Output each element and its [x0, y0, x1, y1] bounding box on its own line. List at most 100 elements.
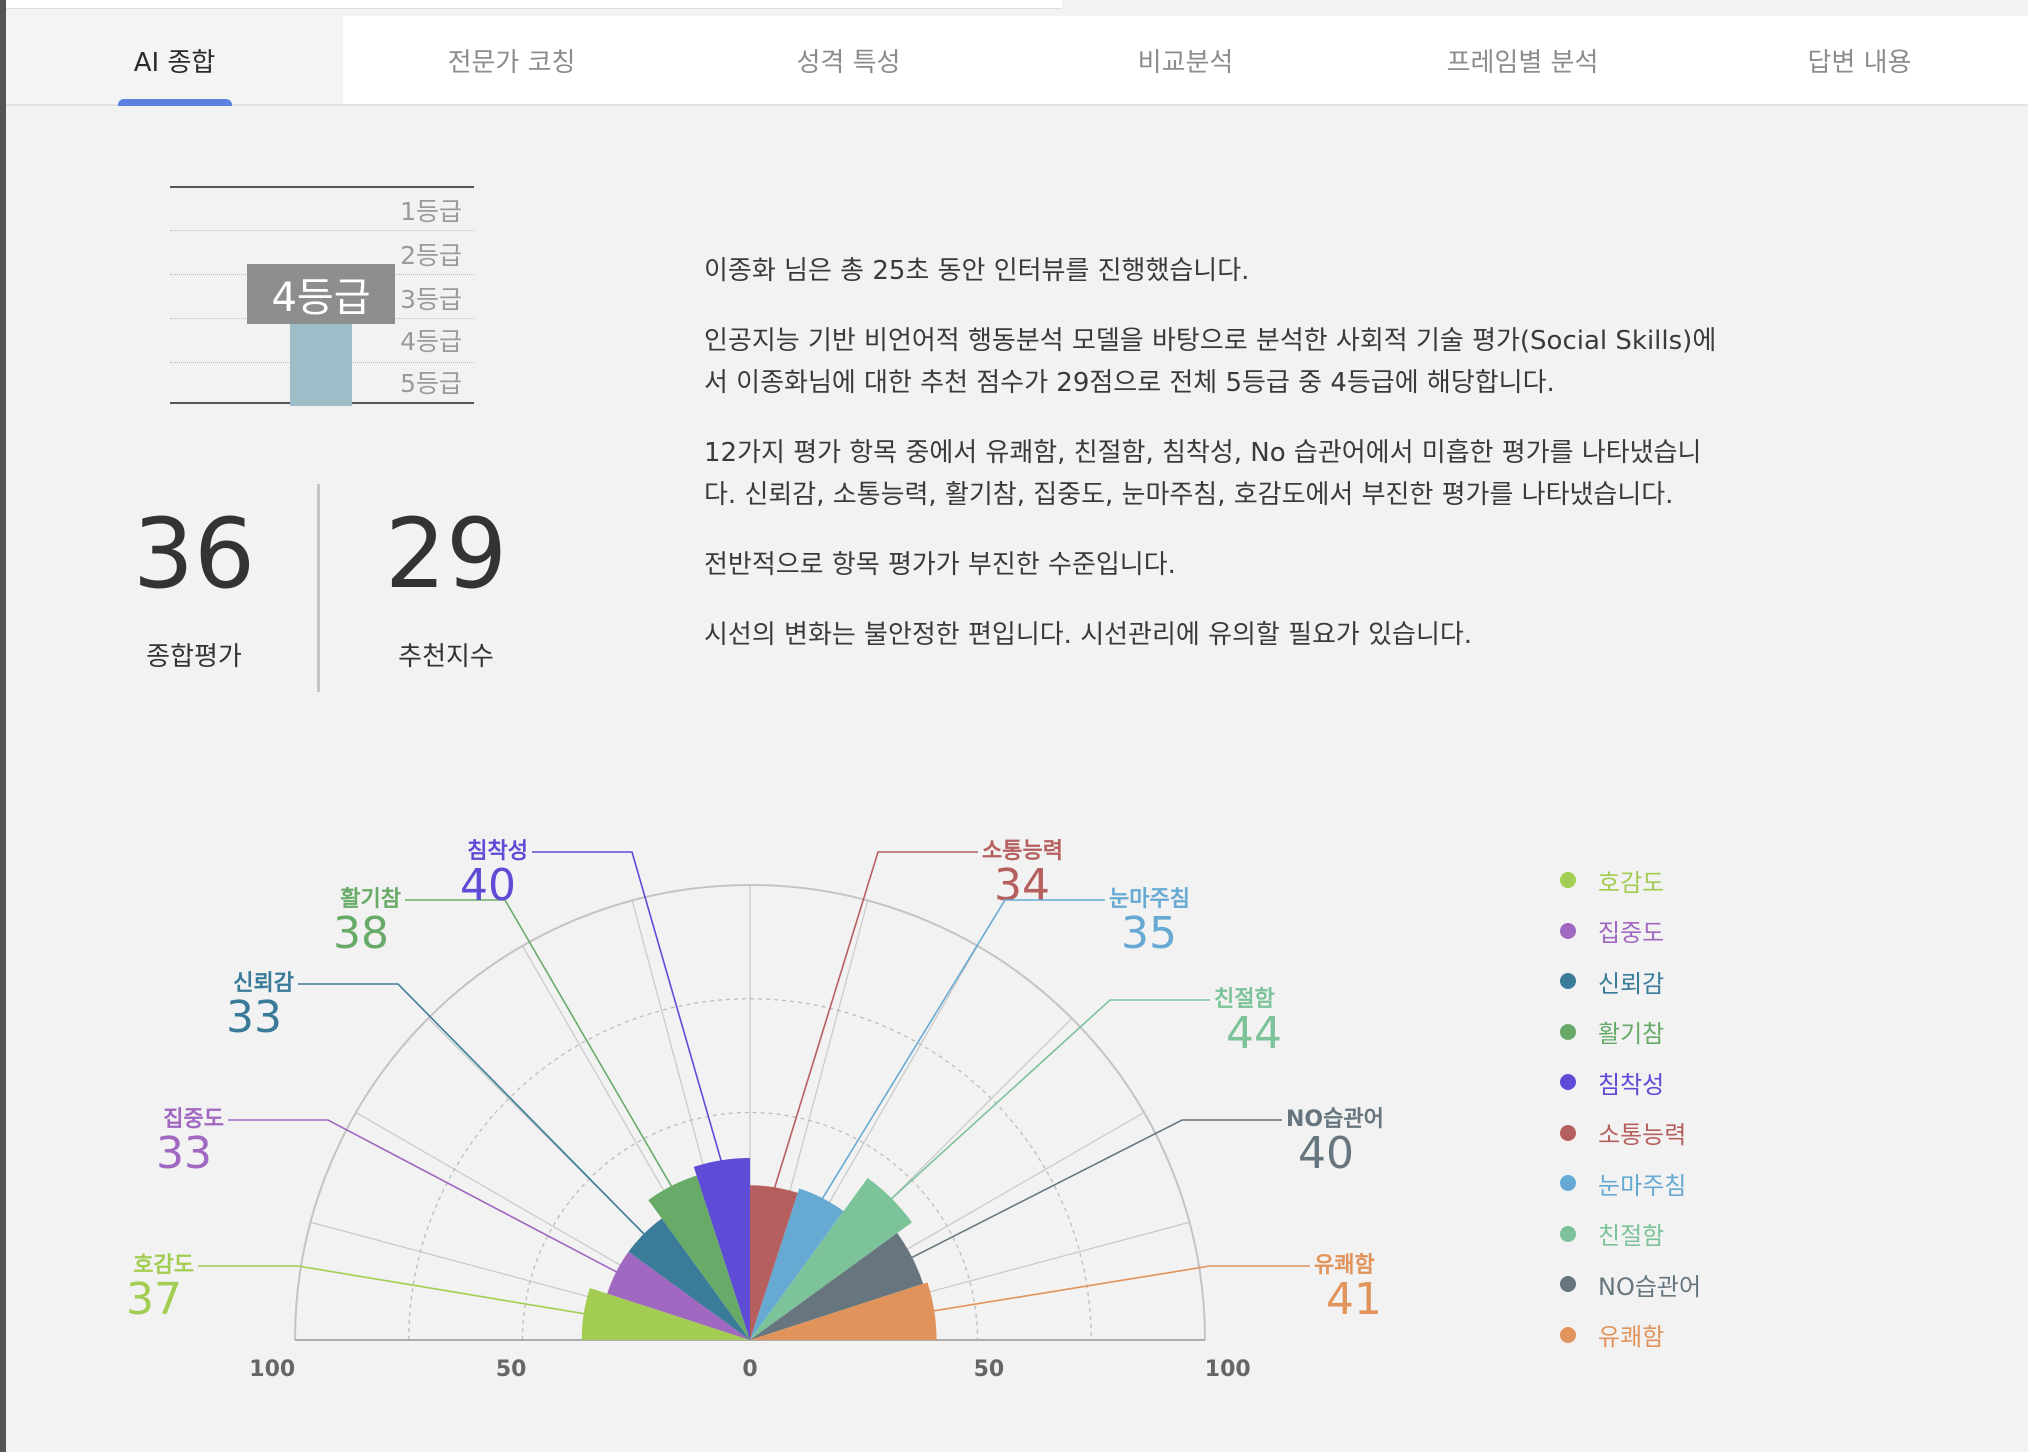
chart-value-label: 33: [226, 992, 282, 1043]
legend-label: 활기참: [1598, 1020, 1665, 1048]
chart-leader-line: [908, 1119, 1282, 1260]
chart-category-label: 신뢰감: [233, 971, 294, 996]
chart-axis-tick: 50: [974, 1357, 1005, 1382]
tab-ai-summary[interactable]: AI 종합: [6, 16, 343, 106]
overall-score-value: 36: [132, 498, 256, 610]
analysis-summary: 이종화 님은 총 25초 동안 인터뷰를 진행했습니다. 인공지능 기반 비언어…: [704, 250, 1724, 684]
overall-score: 36 종합평가: [84, 506, 304, 673]
legend-item: 눈마주침: [1560, 1165, 1760, 1201]
chart-category-label: NO습관어: [1286, 1107, 1384, 1132]
chart-leader-line: [532, 851, 723, 1165]
chart-wedge: [750, 1185, 798, 1340]
grade-label-3: 3등급: [400, 285, 462, 314]
chart-axis-tick: 100: [1205, 1357, 1251, 1382]
tab-label: 답변 내용: [1807, 47, 1912, 78]
active-tab-indicator: [118, 99, 232, 106]
chart-wedge: [693, 1158, 750, 1340]
chart-value-label: 33: [156, 1128, 212, 1179]
legend-item: 호감도: [1560, 862, 1760, 898]
tab-answer-content[interactable]: 답변 내용: [1691, 16, 2028, 104]
chart-category-label: 활기참: [340, 887, 401, 912]
chart-wedge: [750, 1282, 937, 1340]
chart-category-label: 침착성: [467, 839, 528, 864]
legend-dot: [1560, 922, 1576, 939]
chart-ring: [408, 998, 1092, 1341]
legend-dot: [1560, 1175, 1576, 1191]
recommend-score-label: 추천지수: [398, 642, 494, 672]
tab-frame-analysis[interactable]: 프레임별 분석: [1354, 16, 1691, 104]
legend-label: 집중도: [1598, 919, 1665, 947]
chart-leader-line: [405, 899, 675, 1190]
chart-leader-line: [298, 983, 648, 1238]
legend-item: 침착성: [1560, 1064, 1760, 1100]
tab-expert-coaching[interactable]: 전문가 코칭: [343, 16, 680, 104]
legend-label: 친절함: [1598, 1222, 1665, 1250]
grade-label-5: 5등급: [400, 369, 462, 398]
tab-comparison[interactable]: 비교분석: [1017, 16, 1354, 104]
legend-item: NO습관어: [1560, 1266, 1760, 1302]
grade-label-2: 2등급: [400, 241, 462, 270]
legend-label: NO습관어: [1598, 1272, 1702, 1301]
chart-category-label: 유쾌함: [1314, 1253, 1375, 1278]
grade-label-4: 4등급: [400, 327, 462, 356]
chart-wedge: [648, 1175, 750, 1340]
legend-dot: [1560, 1225, 1576, 1242]
chart-leader-line: [930, 1265, 1310, 1313]
chart-leader-line: [819, 899, 1105, 1203]
legend-dot: [1560, 1124, 1576, 1141]
legend-label: 소통능력: [1598, 1121, 1687, 1149]
grade-bar: [290, 320, 352, 406]
grade-label-1: 1등급: [400, 197, 462, 226]
tab-label: 프레임별 분석: [1446, 47, 1599, 78]
grade-indicator: 1등급 2등급 3등급 4등급 5등급 4등급: [170, 184, 474, 406]
current-grade-badge: 4등급: [247, 264, 395, 324]
tab-personality[interactable]: 성격 특성: [680, 16, 1017, 104]
overall-score-label: 종합평가: [146, 642, 242, 672]
chart-ring: [521, 1111, 979, 1341]
tab-label: 비교분석: [1137, 47, 1234, 78]
legend-dot: [1560, 872, 1576, 888]
chart-leader-line: [772, 851, 978, 1192]
legend-item: 유쾌함: [1560, 1317, 1760, 1353]
legend-label: 신뢰감: [1598, 969, 1665, 998]
chart-outer-ring: [294, 884, 1206, 1341]
summary-paragraph: 12가지 평가 항목 중에서 유쾌함, 친절함, 침착성, No 습관어에서 미…: [704, 438, 1702, 510]
chart-category-label: 눈마주침: [1109, 887, 1190, 912]
recommend-score-value: 29: [384, 498, 508, 610]
summary-paragraph: 이종화 님은 총 25초 동안 인터뷰를 진행했습니다.: [704, 256, 1250, 286]
chart-axis-tick: 0: [742, 1357, 757, 1382]
chart-category-label: 집중도: [163, 1107, 224, 1132]
chart-leader-line: [888, 999, 1210, 1202]
chart-axis-tick: 100: [249, 1357, 295, 1382]
chart-value-label: 38: [333, 908, 389, 959]
chart-value-label: 35: [1121, 908, 1177, 959]
tab-label: 전문가 코칭: [447, 47, 576, 78]
tab-label: 성격 특성: [796, 47, 901, 78]
chart-value-label: 40: [460, 860, 516, 911]
chart-wedge: [750, 1188, 844, 1340]
chart-value-label: 41: [1326, 1274, 1382, 1325]
legend-item: 친절함: [1560, 1216, 1760, 1252]
legend-item: 집중도: [1560, 913, 1760, 949]
tab-bar: AI 종합 전문가 코칭 성격 특성 비교분석 프레임별 분석 답변 내용: [6, 16, 2028, 106]
chart-wedge: [750, 1233, 924, 1340]
legend-label: 침착성: [1598, 1070, 1665, 1099]
chart-wedge: [581, 1287, 750, 1340]
legend-dot: [1560, 1326, 1576, 1343]
legend-dot: [1560, 1276, 1576, 1292]
chart-axis-tick: 50: [496, 1357, 527, 1382]
chart-category-label: 호감도: [133, 1253, 194, 1278]
grade-gridline: [170, 230, 474, 231]
chart-wedge: [750, 1178, 912, 1340]
legend-dot: [1560, 973, 1576, 989]
chart-value-label: 40: [1298, 1128, 1354, 1179]
chart-value-label: 37: [126, 1274, 182, 1325]
legend-label: 호감도: [1598, 868, 1665, 897]
score-divider: [317, 484, 320, 692]
legend-item: 활기참: [1560, 1014, 1760, 1050]
chart-wedge: [607, 1251, 750, 1340]
summary-paragraph: 전반적으로 항목 평가가 부진한 수준입니다.: [704, 550, 1176, 580]
recommend-score: 29 추천지수: [336, 506, 556, 673]
summary-paragraph: 시선의 변화는 불안정한 편입니다. 시선관리에 유의할 필요가 있습니다.: [704, 620, 1473, 650]
